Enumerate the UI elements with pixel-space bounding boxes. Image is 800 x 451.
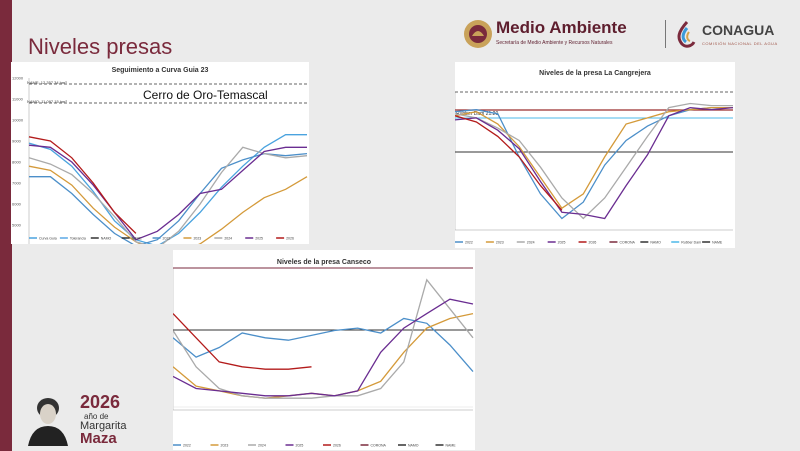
y-tick-label: 11000 bbox=[12, 97, 24, 102]
legend-label: 2023 bbox=[496, 241, 504, 245]
medio-ambiente-logo-text: Medio Ambiente bbox=[496, 18, 627, 37]
legend-label: 2024 bbox=[224, 237, 232, 241]
y-tick-label: 12000 bbox=[12, 76, 24, 81]
medio-ambiente-subtitle: Secretaría de Medio Ambiente y Recursos … bbox=[496, 40, 613, 46]
y-tick-label: 8000 bbox=[12, 160, 22, 165]
y-tick-label: 10000 bbox=[12, 118, 24, 123]
legend-label: Curva Guia bbox=[39, 237, 57, 241]
legend-label: NAMO bbox=[650, 241, 661, 245]
portrait-image bbox=[28, 398, 68, 446]
anniversary-anio: año de bbox=[84, 412, 109, 421]
legend-label: 2024 bbox=[258, 444, 266, 448]
canseco-chart-svg: 2022 2023 2024 2025 2026 CORONA NAMO NAME bbox=[173, 267, 474, 448]
series-line-2026 bbox=[28, 136, 137, 234]
legend-label: 2023 bbox=[221, 444, 229, 448]
chart-title: Seguimiento a Curva Guia 23 bbox=[111, 67, 209, 74]
legend-label: 2025 bbox=[255, 237, 263, 241]
legend-label: NAMO bbox=[101, 237, 112, 241]
series-line-2026 bbox=[173, 313, 312, 370]
conagua-subtitle: COMISIÓN NACIONAL DEL AGUA bbox=[702, 41, 778, 46]
page-title: Niveles presas bbox=[28, 34, 173, 59]
cerro-chart-svg: NAME: 12,357.34 hm³ NAMO: 11,097.15 hm³ … bbox=[12, 76, 308, 245]
legend-label: NAMO bbox=[408, 444, 419, 448]
rubber-dam-label: Rubber Dam 21.20 bbox=[456, 111, 498, 117]
legend-label: 2024 bbox=[527, 241, 535, 245]
series-line-2024 bbox=[173, 278, 474, 399]
namo-label: NAME: 12,357.34 hm³ bbox=[27, 80, 67, 85]
conagua-drop-icon bbox=[677, 20, 696, 48]
reservoir-label: Cerro de Oro-Temascal bbox=[143, 88, 268, 102]
legend-label: 2022 bbox=[163, 237, 171, 241]
legend-label: CORONA bbox=[371, 444, 387, 448]
legend-label: NAME bbox=[132, 237, 143, 241]
chart-la-cangrejera: Niveles de la presa La Cangrejera Rubber… bbox=[455, 62, 735, 248]
eagle-emblem-icon bbox=[464, 20, 492, 48]
anniversary-year: 2026 bbox=[80, 392, 121, 412]
logo-divider bbox=[665, 20, 666, 48]
legend-label: NAME bbox=[446, 444, 457, 448]
series-line-2023 bbox=[173, 312, 474, 399]
series-line-2024 bbox=[28, 146, 308, 244]
legend-label: NAME bbox=[712, 241, 723, 245]
series-line-2025 bbox=[173, 298, 474, 397]
y-tick-label: 6000 bbox=[12, 202, 22, 207]
anniversary-name-first: Margarita bbox=[80, 420, 127, 432]
header-logos: Medio Ambiente Secretaría de Medio Ambie… bbox=[462, 16, 792, 52]
series-line-2023 bbox=[28, 165, 308, 244]
anniversary-name-last: Maza bbox=[80, 430, 117, 447]
series-line-2023 bbox=[455, 106, 733, 210]
y-tick-label: 5000 bbox=[12, 223, 22, 228]
legend-label: 2022 bbox=[465, 241, 473, 245]
series-line-2025 bbox=[28, 144, 307, 241]
legend-label: 2025 bbox=[296, 444, 304, 448]
series-line-2026 bbox=[455, 115, 563, 211]
legend-label: Rubber Dam bbox=[681, 241, 701, 245]
series-line-2022 bbox=[173, 317, 474, 373]
legend-label: 2026 bbox=[333, 444, 341, 448]
series-line-2022 bbox=[455, 106, 733, 220]
anniversary-badge: 2026 año de Margarita Maza bbox=[22, 392, 162, 448]
y-tick-label: 4000 bbox=[12, 244, 22, 245]
legend-label: Tolerancia bbox=[70, 237, 86, 241]
chart-cerro-de-oro: Seguimiento a Curva Guia 23 Cerro de Oro… bbox=[11, 62, 309, 244]
series-line-2022 bbox=[29, 152, 308, 244]
legend-label: 2025 bbox=[558, 241, 566, 245]
y-tick-label: 9000 bbox=[12, 139, 22, 144]
legend-label: 2026 bbox=[589, 241, 597, 245]
chart-title: Niveles de la presa Canseco bbox=[276, 259, 372, 266]
conagua-logo-text: CONAGUA bbox=[702, 22, 775, 38]
legend-label: CORONA bbox=[619, 241, 635, 245]
brand-sidebar-stripe bbox=[0, 0, 12, 451]
namo2-label: NAMO: 11,097.15 hm³ bbox=[27, 99, 67, 104]
legend-label: 2026 bbox=[286, 237, 294, 241]
y-tick-label: 7000 bbox=[12, 181, 22, 186]
cangrejera-chart-svg: Rubber Dam 21.20 2022 2023 2024 2025 2026 COR… bbox=[455, 91, 734, 245]
chart-canseco: Niveles de la presa Canseco 2022 2023 2024… bbox=[173, 250, 475, 450]
legend-label: 2023 bbox=[193, 237, 201, 241]
series-line-2024 bbox=[455, 102, 733, 220]
series-line-2025 bbox=[455, 106, 734, 220]
chart-title: Niveles de la presa La Cangrejera bbox=[539, 70, 651, 77]
legend-label: 2022 bbox=[183, 444, 191, 448]
